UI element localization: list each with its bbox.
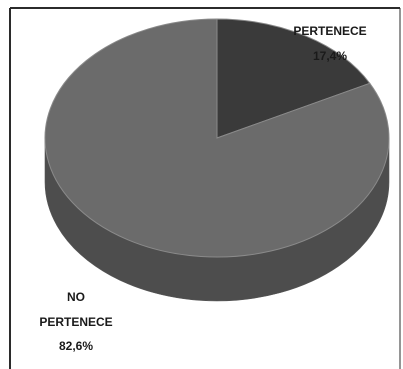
pie-group — [44, 18, 390, 302]
pie-slice-0 — [216, 18, 371, 139]
pie-slice-1 — [44, 18, 390, 258]
slice-pertenece-value: 17,4% — [313, 49, 347, 63]
slice-no-pertenece-name-line1: NO — [67, 290, 85, 304]
slice-no-pertenece-value: 82,6% — [59, 339, 93, 353]
slice-no-pertenece-name-line2: PERTENECE — [39, 315, 112, 329]
slice-pertenece-name: PERTENECE — [293, 24, 366, 38]
